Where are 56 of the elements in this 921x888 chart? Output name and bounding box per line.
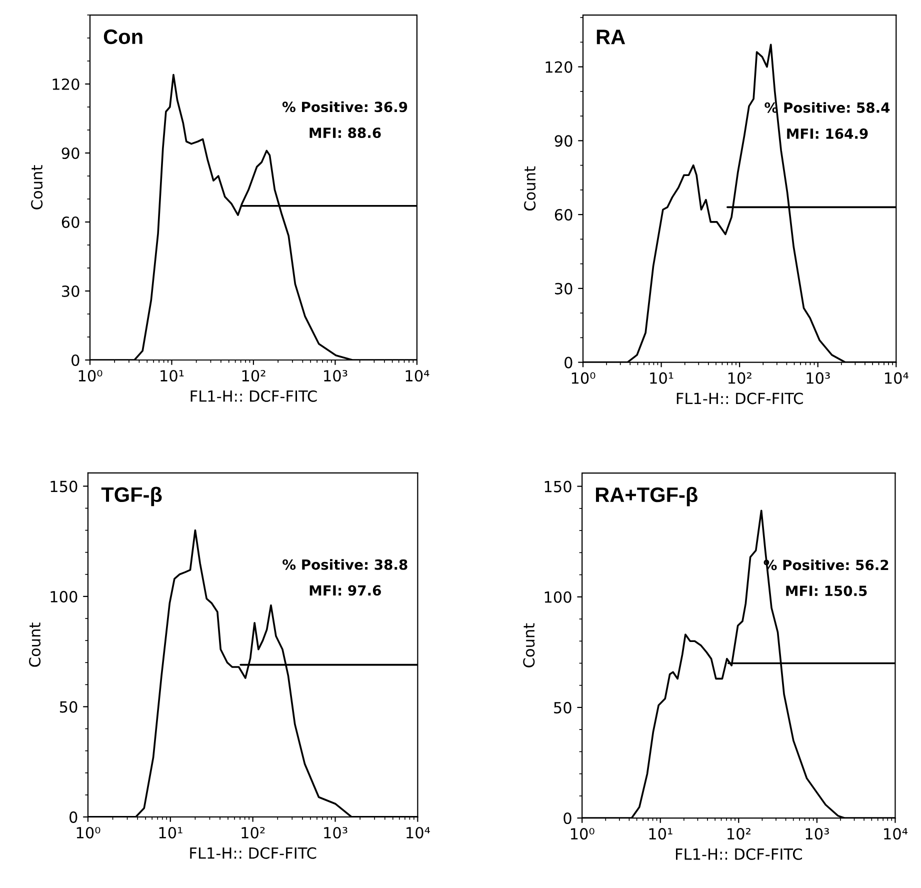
text: Con (104, 29, 142, 44)
y-tick-label: 100 (50, 590, 78, 602)
text: RA (596, 30, 626, 44)
y-tick-label: 120 (52, 78, 80, 90)
y-tick-label: 150 (50, 480, 78, 492)
x-tick-label: 10⁴ (406, 370, 430, 382)
x-tick-label: 10⁰ (76, 826, 100, 839)
annotation: MFI: 150.5 (786, 586, 867, 596)
y-axis-title: Count (31, 165, 43, 210)
annotation: MFI: 164.9 (787, 128, 868, 139)
x-tick-label: 10⁴ (885, 372, 908, 384)
x-tick-label: 10⁰ (572, 372, 596, 384)
annotation: MFI: 88.6 (310, 128, 381, 138)
y-tick-label: 60 (554, 209, 572, 221)
x-tick-label: 10¹ (649, 828, 672, 840)
y-tick-label: 90 (554, 135, 572, 147)
x-axis-title: FL1-H:: DCF-FITC (190, 390, 317, 402)
y-tick-label: 0 (72, 354, 80, 366)
y-axis-title: Count (29, 622, 41, 667)
x-tick-label: 10² (242, 370, 266, 382)
y-tick-label: 90 (62, 147, 80, 160)
annotation: MFI: 97.6 (310, 585, 381, 596)
x-tick-label: 10³ (324, 370, 348, 382)
y-tick-label: 30 (62, 285, 80, 298)
x-tick-label: 10⁰ (570, 828, 594, 840)
x-tick-label: 10¹ (160, 370, 184, 382)
x-tick-label: 10² (242, 826, 265, 839)
y-axis-title: Count (524, 166, 536, 211)
x-axis-title: FL1-H:: DCF-FITC (190, 847, 316, 859)
x-tick-label: 10¹ (650, 372, 674, 384)
y-axis-title: Count (523, 623, 535, 668)
text: TGF-β (101, 486, 162, 506)
x-tick-label: 10³ (806, 372, 830, 384)
x-tick-label: 10¹ (159, 826, 182, 839)
y-tick-label: 50 (60, 701, 78, 713)
x-tick-label: 10⁴ (406, 826, 430, 839)
y-tick-label: 150 (544, 480, 572, 492)
x-tick-label: 10⁴ (884, 828, 908, 840)
y-tick-label: 0 (70, 811, 78, 823)
annotation: % Positive: 38.8 (282, 559, 408, 570)
x-tick-label: 10⁰ (78, 370, 102, 382)
text: RA+TGF-β (596, 486, 698, 506)
x-tick-label: 10² (728, 372, 752, 384)
annotation: % Positive: 36.9 (282, 101, 408, 112)
x-tick-label: 10³ (806, 828, 829, 840)
y-tick-label: 60 (62, 216, 80, 228)
y-tick-label: 100 (544, 591, 572, 603)
y-tick-label: 50 (554, 702, 572, 714)
y-tick-label: 30 (554, 282, 572, 294)
x-tick-label: 10³ (324, 826, 348, 839)
x-axis-title: FL1-H:: DCF-FITC (676, 392, 803, 404)
y-tick-label: 0 (564, 812, 572, 824)
x-axis-title: FL1-H:: DCF-FITC (676, 848, 802, 860)
y-tick-label: 120 (546, 61, 572, 73)
y-tick-label: 0 (564, 356, 572, 368)
x-tick-label: 10² (728, 828, 750, 840)
